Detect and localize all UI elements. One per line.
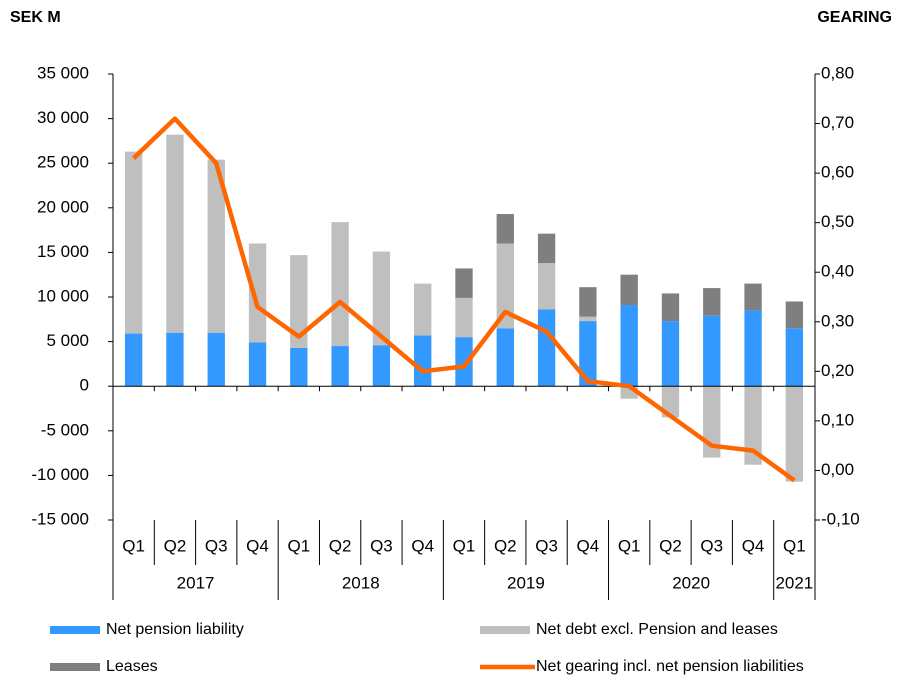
bar-segment: [661, 321, 680, 387]
y2-tick-label: -0,10: [821, 509, 860, 528]
bar-segment: [331, 222, 349, 347]
bar-segment: [537, 233, 556, 264]
bar-segment: [455, 337, 473, 387]
x-tick-label: Q1: [618, 536, 641, 555]
bar-segment: [579, 287, 597, 317]
bar-segment: [496, 243, 514, 329]
y-tick-label: 35 000: [37, 63, 89, 82]
y-tick-label: -5 000: [41, 420, 89, 439]
bar-segment: [372, 345, 391, 387]
bar-segment: [166, 332, 184, 387]
bar-segment: [661, 293, 680, 322]
bar-segment: [703, 386, 721, 458]
bar-segment: [744, 386, 762, 465]
x-tick-label: Q2: [164, 536, 187, 555]
bar-segment: [785, 301, 804, 329]
bar-segment: [414, 335, 432, 387]
bar-segment: [537, 263, 556, 310]
x-tick-label: Q1: [783, 536, 806, 555]
x-tick-label: Q1: [453, 536, 476, 555]
bar-segment: [207, 159, 225, 333]
y-tick-label: 5 000: [46, 331, 89, 350]
bar-segment: [744, 310, 762, 387]
x-tick-label: Q2: [329, 536, 352, 555]
bar-segment: [744, 283, 762, 311]
legend-label: Net gearing incl. net pension liabilitie…: [536, 658, 804, 675]
x-tick-label: Q2: [659, 536, 682, 555]
year-label: 2020: [672, 573, 710, 592]
legend-swatch: [50, 663, 100, 671]
bar-segment: [496, 214, 514, 244]
bar-segment: [124, 151, 143, 334]
bar-segment: [496, 328, 514, 387]
bar-segment: [124, 333, 143, 387]
y-tick-label: -15 000: [31, 509, 89, 528]
bar-segment: [455, 297, 473, 338]
bar-segment: [703, 288, 721, 316]
x-tick-label: Q4: [742, 536, 765, 555]
bar-segment: [661, 386, 680, 418]
bar-segment: [620, 305, 638, 387]
bar-segment: [703, 315, 721, 387]
x-tick-label: Q3: [205, 536, 228, 555]
year-label: 2017: [177, 573, 215, 592]
year-label: 2021: [775, 573, 813, 592]
bar-segment: [537, 309, 556, 387]
line-series: [132, 116, 796, 483]
bar-segment: [414, 283, 432, 336]
x-tick-label: Q2: [494, 536, 517, 555]
bar-segment: [579, 321, 597, 387]
y-tick-label: 0: [80, 376, 89, 395]
bar-segment: [620, 274, 638, 306]
y2-tick-label: 0,10: [821, 410, 854, 429]
legend-label: Net debt excl. Pension and leases: [536, 621, 778, 638]
y-axis-title: SEK M: [10, 9, 61, 26]
legend-swatch: [50, 626, 100, 634]
y2-tick-label: 0,40: [821, 262, 854, 281]
y-tick-label: 30 000: [37, 108, 89, 127]
y2-axis-title: GEARING: [817, 9, 892, 26]
y2-tick-label: 0,30: [821, 311, 854, 330]
x-tick-label: Q4: [411, 536, 434, 555]
x-tick-label: Q4: [246, 536, 269, 555]
bar-segment: [290, 255, 308, 348]
x-tick-label: Q4: [577, 536, 600, 555]
y2-tick-label: 0,60: [821, 163, 854, 182]
bar-segment: [290, 347, 308, 387]
y-tick-label: 20 000: [37, 197, 89, 216]
bar-segment: [166, 134, 184, 333]
bar-segment: [455, 268, 473, 298]
x-tick-label: Q3: [700, 536, 723, 555]
x-tick-label: Q3: [535, 536, 558, 555]
bar-segment: [785, 328, 804, 387]
bar-segment: [372, 251, 391, 346]
bar-segment: [207, 332, 225, 387]
legend-swatch: [480, 626, 530, 634]
y2-tick-label: 0,70: [821, 113, 854, 132]
bar-segment: [331, 346, 349, 387]
legend-label: Net pension liability: [106, 621, 244, 638]
bar-segment: [579, 316, 597, 322]
y-tick-label: 10 000: [37, 286, 89, 305]
y2-tick-label: 0,00: [821, 460, 854, 479]
x-tick-label: Q3: [370, 536, 393, 555]
y-tick-label: -10 000: [31, 465, 89, 484]
x-tick-label: Q1: [122, 536, 145, 555]
y-tick-label: 15 000: [37, 242, 89, 261]
y2-tick-label: 0,80: [821, 63, 854, 82]
year-label: 2018: [342, 573, 380, 592]
bar-segment: [248, 243, 267, 343]
year-label: 2019: [507, 573, 545, 592]
x-tick-label: Q1: [287, 536, 310, 555]
y-tick-label: 25 000: [37, 153, 89, 172]
bar-segment: [248, 342, 267, 387]
y2-tick-label: 0,20: [821, 361, 854, 380]
bar-segment: [785, 386, 804, 482]
y2-tick-label: 0,50: [821, 212, 854, 231]
legend-label: Leases: [106, 658, 158, 675]
